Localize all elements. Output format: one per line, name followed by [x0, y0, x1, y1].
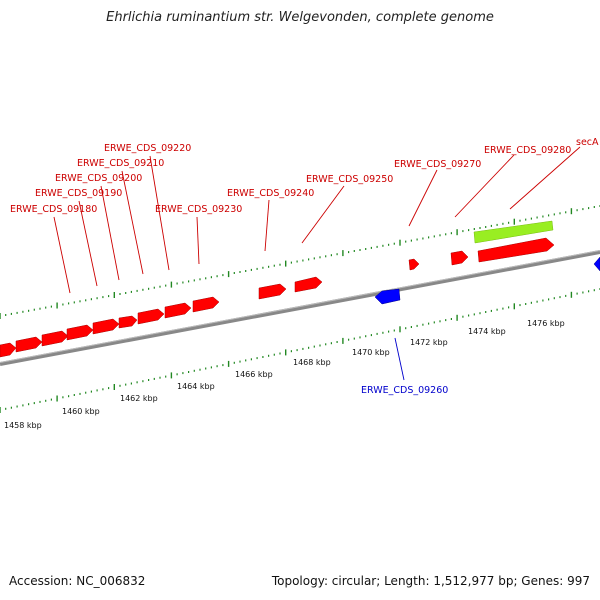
- scale-labels: 1458 kbp 1460 kbp 1462 kbp 1464 kbp 1466…: [4, 319, 565, 430]
- inner-tick-ring: [0, 288, 600, 413]
- scale-label: 1458 kbp: [4, 421, 42, 430]
- scale-label: 1466 kbp: [235, 370, 273, 379]
- gene-arrow[interactable]: [450, 250, 469, 266]
- gene-label[interactable]: ERWE_CDS_09200: [55, 173, 142, 184]
- scale-label: 1470 kbp: [352, 348, 390, 357]
- gene-arrow[interactable]: [66, 324, 94, 341]
- accession-text: Accession: NC_006832: [9, 574, 146, 588]
- gene-reverse-ERWE_CDS_09260[interactable]: [374, 288, 401, 305]
- scale-label: 1462 kbp: [120, 394, 158, 403]
- gene-label[interactable]: ERWE_CDS_09260: [361, 385, 448, 396]
- gene-label[interactable]: ERWE_CDS_09280: [484, 145, 571, 156]
- gene-arrow[interactable]: [164, 302, 192, 319]
- gene-arrow[interactable]: [0, 342, 17, 358]
- gene-arrow[interactable]: [41, 330, 69, 347]
- genome-backbone-highlight: [0, 250, 600, 363]
- gene-label[interactable]: ERWE_CDS_09230: [155, 204, 242, 215]
- gene-arrow[interactable]: [137, 308, 165, 325]
- outer-tick-ring: [0, 205, 600, 319]
- scale-label: 1464 kbp: [177, 382, 215, 391]
- gene-secA[interactable]: [477, 237, 555, 263]
- scale-label: 1460 kbp: [62, 407, 100, 416]
- forward-gene-labels: ERWE_CDS_09180 ERWE_CDS_09190 ERWE_CDS_0…: [10, 137, 599, 215]
- gene-label[interactable]: ERWE_CDS_09210: [77, 158, 164, 169]
- map-title: Ehrlichia ruminantium str. Welgevonden, …: [106, 10, 494, 25]
- gene-reverse-arrow[interactable]: [593, 256, 600, 272]
- gene-arrow[interactable]: [258, 283, 287, 300]
- gene-arrow[interactable]: [15, 336, 43, 353]
- gene-arrow[interactable]: [192, 296, 220, 313]
- label-leaders: [53, 146, 581, 381]
- gene-label[interactable]: ERWE_CDS_09190: [35, 188, 122, 199]
- gene-arrow[interactable]: [92, 318, 120, 335]
- gene-arrow[interactable]: [294, 276, 323, 293]
- gene-label[interactable]: secA: [576, 137, 599, 148]
- gene-arrow[interactable]: [118, 315, 138, 329]
- gene-label[interactable]: ERWE_CDS_09270: [394, 159, 481, 170]
- gene-label[interactable]: ERWE_CDS_09240: [227, 188, 314, 199]
- gene-label[interactable]: ERWE_CDS_09250: [306, 174, 393, 185]
- summary-text: Topology: circular; Length: 1,512,977 bp…: [271, 574, 590, 588]
- scale-label: 1468 kbp: [293, 358, 331, 367]
- scale-label: 1476 kbp: [527, 319, 565, 328]
- gene-arrow[interactable]: [408, 258, 420, 271]
- gene-label[interactable]: ERWE_CDS_09220: [104, 143, 191, 154]
- feature-secA-highlight[interactable]: [473, 220, 554, 244]
- scale-label: 1472 kbp: [410, 338, 448, 347]
- genome-backbone: [0, 250, 600, 366]
- scale-label: 1474 kbp: [468, 327, 506, 336]
- gene-label[interactable]: ERWE_CDS_09180: [10, 204, 97, 215]
